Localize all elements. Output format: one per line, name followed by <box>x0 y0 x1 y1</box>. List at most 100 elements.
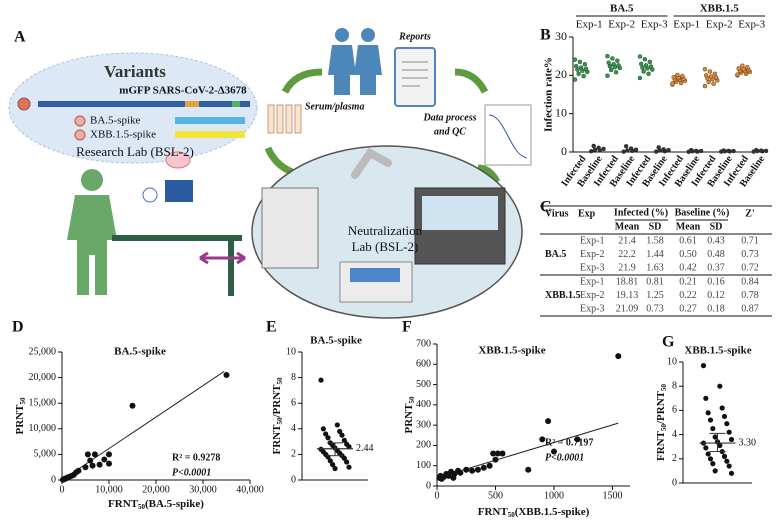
report-lines <box>402 61 428 87</box>
point <box>712 434 718 440</box>
y-tick-label: 0 <box>672 477 677 488</box>
reports-label: Reports <box>398 31 431 42</box>
axis-label-part: /PRNT <box>271 384 283 419</box>
point <box>726 463 732 469</box>
genome-bar <box>38 101 250 107</box>
x-tick-label: 10,000 <box>95 484 123 495</box>
point <box>327 458 333 464</box>
point <box>87 457 94 464</box>
x-tick-label: 500 <box>488 490 503 501</box>
xbb-spike-bar <box>175 131 245 138</box>
ba5-spike-bar <box>175 117 245 124</box>
x-tick-label: 40,000 <box>236 484 264 495</box>
point <box>688 147 694 153</box>
axis-label-part: FRNT <box>655 430 667 461</box>
arrow <box>477 164 501 184</box>
point <box>474 466 481 473</box>
axis-label-part: (BA.5-spike) <box>145 498 204 510</box>
point <box>713 75 719 80</box>
desk <box>112 235 242 241</box>
axis-label: FRNT50(XBB.1.5-spike) <box>478 506 590 519</box>
point <box>654 149 659 154</box>
tube <box>276 104 284 134</box>
table-cell: 0.71 <box>741 235 759 246</box>
chart-title: XBB.1.5-spike <box>684 345 751 357</box>
table-cell: 0.72 <box>741 262 759 273</box>
point <box>717 383 723 389</box>
y-tick-label: 6 <box>291 397 296 408</box>
point <box>642 57 648 62</box>
point <box>640 65 645 70</box>
experiment-label: Exp-3 <box>641 19 668 31</box>
point <box>763 148 769 154</box>
y-tick-label: 25,000 <box>29 346 57 357</box>
point <box>613 70 619 75</box>
experiment-label: Exp-1 <box>673 19 700 31</box>
panel-label: A <box>14 29 26 46</box>
table-cell: 18.81 <box>616 276 639 287</box>
point <box>641 69 646 74</box>
table-cell: 0.84 <box>741 276 759 287</box>
point <box>633 147 639 152</box>
virus-name: mGFP SARS-CoV-2-Δ3678 <box>119 85 247 97</box>
desk-leg <box>228 241 234 296</box>
table-virus: BA.5 <box>545 249 566 260</box>
experiment-label: Exp-3 <box>738 19 765 31</box>
table-cell: 0.81 <box>646 276 664 287</box>
point <box>490 450 497 457</box>
person-body <box>328 45 356 95</box>
group-label: XBB.1.5 <box>700 3 740 15</box>
point <box>480 464 487 471</box>
table-cell: 1.63 <box>646 262 664 273</box>
instrument <box>261 187 319 269</box>
axis-label-part: /PRNT <box>655 390 667 425</box>
point <box>702 83 708 89</box>
point <box>611 62 616 67</box>
table-cell: 21.9 <box>618 262 636 273</box>
table-cell: 0.18 <box>707 303 725 314</box>
y-tick-label: 8 <box>672 380 677 391</box>
point <box>469 467 476 474</box>
y-tick-label: 5,000 <box>34 449 57 460</box>
table-virus: XBB.1.5 <box>545 290 581 301</box>
table-cell: 21.4 <box>618 235 636 246</box>
experiment-label: Exp-2 <box>706 19 733 31</box>
point <box>726 148 731 154</box>
point <box>616 63 621 68</box>
point <box>721 413 728 420</box>
table-cell: Exp-2 <box>580 290 604 301</box>
axis-label-part: PRNT <box>403 403 415 434</box>
axis-label-part: 50 <box>276 377 284 385</box>
point <box>486 462 493 469</box>
point <box>623 144 629 149</box>
point <box>573 63 579 69</box>
table-subheader: SD <box>649 221 662 232</box>
point <box>596 145 601 150</box>
point <box>492 456 499 463</box>
genome-segment <box>232 101 240 107</box>
point <box>341 455 347 461</box>
dish <box>165 151 191 169</box>
arrows <box>264 68 501 184</box>
point <box>337 428 343 434</box>
axis-label-part: 50 <box>660 424 668 432</box>
variants-title: Variants <box>104 62 166 81</box>
point <box>82 464 89 471</box>
point <box>577 59 583 65</box>
point <box>499 450 506 457</box>
point <box>346 464 352 470</box>
table-header: Exp <box>578 208 596 219</box>
y-tick-label: 100 <box>416 460 431 471</box>
axis-label: FRNT50/PRNT50 <box>655 384 668 461</box>
point <box>705 451 711 457</box>
panel-label: B <box>540 27 551 44</box>
person-body <box>354 45 382 95</box>
point <box>583 66 589 72</box>
panel-label: F <box>402 319 412 336</box>
experiment-label: Exp-1 <box>576 19 603 31</box>
point <box>740 63 745 68</box>
y-tick-label: 2 <box>672 453 677 464</box>
annotation: P<0.0001 <box>172 467 211 478</box>
point <box>726 429 732 435</box>
axis-label-part: FRNT <box>271 424 283 455</box>
